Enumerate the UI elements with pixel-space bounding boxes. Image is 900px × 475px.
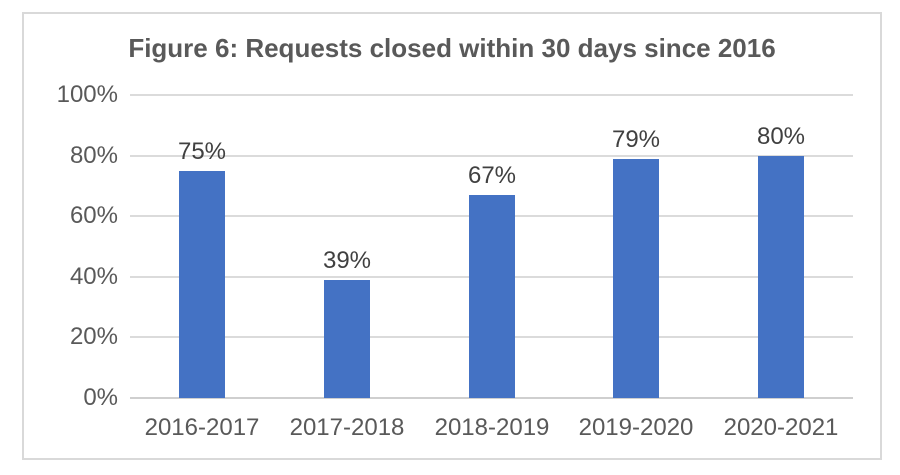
bar-2020-2021 (758, 156, 804, 398)
y-tick-label: 40% (69, 262, 118, 290)
y-tick-label: 20% (69, 323, 118, 351)
bar-2016-2017 (179, 171, 225, 398)
gridline-80 (130, 154, 853, 157)
data-label: 39% (322, 247, 372, 274)
x-axis-line (130, 397, 853, 399)
bar-2017-2018 (324, 280, 370, 398)
x-tick-label: 2018-2019 (434, 414, 550, 441)
chart-frame: Figure 6: Requests closed within 30 days… (22, 12, 882, 460)
data-label: 79% (611, 126, 661, 153)
bar-2019-2020 (613, 159, 659, 398)
x-tick-label: 2016-2017 (144, 414, 260, 441)
plot-area (130, 94, 853, 399)
x-tick-label: 2020-2021 (723, 414, 839, 441)
data-label: 67% (467, 162, 517, 189)
chart-title: Figure 6: Requests closed within 30 days… (128, 33, 776, 63)
gridline-100 (130, 94, 853, 96)
y-tick-label: 60% (69, 202, 118, 230)
y-tick-label: 100% (56, 81, 118, 108)
y-tick-label: 0% (83, 384, 118, 411)
x-tick-label: 2017-2018 (289, 414, 405, 441)
bar-2018-2019 (469, 195, 515, 398)
data-label: 75% (177, 138, 227, 165)
data-label: 80% (756, 123, 806, 150)
x-tick-label: 2019-2020 (578, 414, 694, 441)
y-tick-label: 80% (69, 141, 118, 169)
